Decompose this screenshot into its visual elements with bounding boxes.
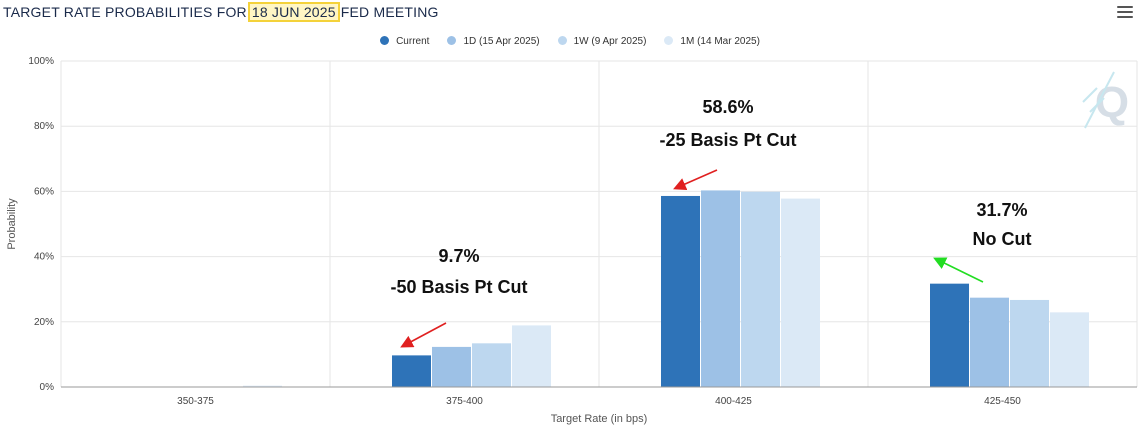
- annotation-value: 31.7%: [976, 200, 1027, 220]
- bar-400-425-0: [661, 195, 700, 387]
- bar-375-400-0: [392, 355, 431, 387]
- annotation-arrow: [933, 257, 984, 283]
- annotation-arrow: [400, 322, 447, 348]
- bar-425-450-1: [970, 297, 1009, 387]
- title-date-highlight: 18 JUN 2025: [247, 2, 340, 22]
- bar-375-400-3: [512, 325, 551, 387]
- title-prefix: TARGET RATE PROBABILITIES FOR: [3, 4, 247, 20]
- bar-375-400-1: [432, 346, 471, 387]
- y-tick-label: 60%: [34, 186, 54, 197]
- legend-swatch-icon: [380, 36, 390, 45]
- legend-item-3[interactable]: 1M (14 Mar 2025): [664, 36, 760, 47]
- x-tick-label: 350-375: [177, 396, 214, 407]
- annotation-arrow: [673, 169, 718, 191]
- legend-item-2[interactable]: 1W (9 Apr 2025): [557, 36, 647, 47]
- bar-350-375-3: [243, 385, 282, 387]
- bar-425-450-0: [930, 283, 969, 387]
- bar-400-425-3: [781, 198, 820, 387]
- x-axis-title: Target Rate (in bps): [551, 413, 648, 425]
- x-tick-label: 375-400: [446, 396, 483, 407]
- chart-title: TARGET RATE PROBABILITIES FOR 18 JUN 2025…: [3, 2, 439, 22]
- legend-item-0[interactable]: Current: [380, 36, 429, 47]
- bar-400-425-1: [701, 190, 740, 387]
- y-tick-label: 80%: [34, 121, 54, 132]
- bar-375-400-2: [472, 343, 511, 387]
- legend-label: Current: [396, 36, 430, 47]
- legend-swatch-icon: [447, 36, 457, 45]
- legend-label: 1M (14 Mar 2025): [680, 36, 760, 47]
- legend-swatch-icon: [557, 36, 567, 45]
- legend-label: 1D (15 Apr 2025): [463, 36, 540, 47]
- y-tick-label: 100%: [28, 56, 54, 67]
- legend-label: 1W (9 Apr 2025): [573, 36, 647, 47]
- annotation-label: No Cut: [973, 229, 1032, 249]
- watermark-spark-icon: [1082, 71, 1115, 129]
- bar-400-425-2: [741, 191, 780, 387]
- annotation-value: 9.7%: [438, 246, 479, 266]
- title-suffix: FED MEETING: [340, 4, 439, 20]
- hamburger-menu-icon[interactable]: [1117, 6, 1133, 20]
- y-tick-label: 0%: [40, 382, 55, 393]
- y-tick-label: 40%: [34, 252, 54, 263]
- legend-item-1[interactable]: 1D (15 Apr 2025): [447, 36, 540, 47]
- bar-425-450-3: [1050, 312, 1089, 387]
- annotation-label: -50 Basis Pt Cut: [390, 277, 527, 297]
- x-tick-label: 400-425: [715, 396, 752, 407]
- legend-swatch-icon: [664, 36, 674, 45]
- chart-legend: Current 1D (15 Apr 2025) 1W (9 Apr 2025) 1M…: [0, 36, 1140, 47]
- annotation-value: 58.6%: [702, 97, 753, 117]
- y-axis-title: Probability: [6, 198, 18, 250]
- annotation-label: -25 Basis Pt Cut: [659, 130, 796, 150]
- y-tick-label: 20%: [34, 317, 54, 328]
- bar-425-450-2: [1010, 299, 1049, 387]
- x-tick-label: 425-450: [984, 396, 1021, 407]
